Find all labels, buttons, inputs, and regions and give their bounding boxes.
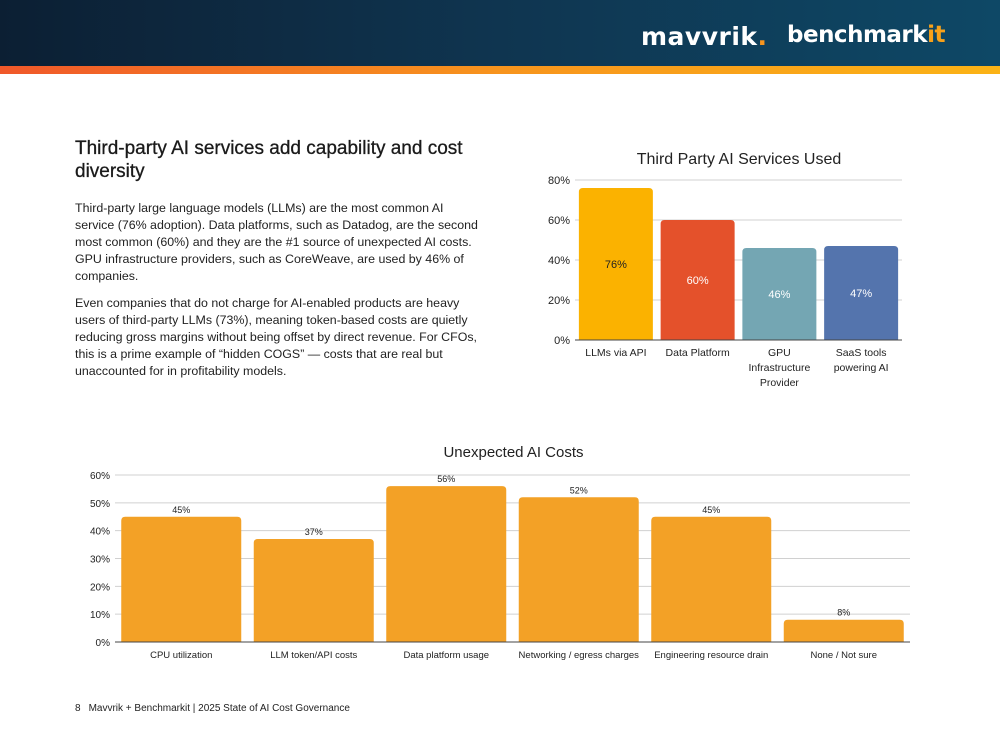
data-label: 56% <box>437 474 455 484</box>
y-tick-label: 0% <box>554 335 570 347</box>
x-tick-label: CPU utilization <box>150 650 212 661</box>
bar-1-4 <box>651 516 772 642</box>
chart2-title: Unexpected AI Costs <box>443 444 584 461</box>
data-label: 37% <box>305 527 323 537</box>
bar-1-3 <box>518 497 639 642</box>
paragraph-2: Even companies that do not charge for AI… <box>75 296 477 378</box>
x-tick-label: Provider <box>760 377 800 389</box>
bar-0-2 <box>742 248 817 340</box>
bar-0-3 <box>824 246 899 340</box>
x-tick-label: LLMs via API <box>585 347 646 359</box>
data-label: 52% <box>570 485 588 495</box>
y-tick-label: 40% <box>548 255 570 267</box>
mavvrik-logo: mavvrik. <box>641 22 768 51</box>
page-number: 8 <box>75 703 81 714</box>
x-tick-label: SaaS tools <box>836 347 887 359</box>
data-label: 45% <box>702 505 720 515</box>
bar-0-0 <box>578 188 653 340</box>
footer-text: Mavvrik + Benchmarkit | 2025 State of AI… <box>88 703 350 714</box>
x-tick-label: powering AI <box>834 362 889 374</box>
data-label: 47% <box>850 288 872 300</box>
y-tick-label: 20% <box>548 295 570 307</box>
x-tick-label: None / Not sure <box>810 650 877 661</box>
y-tick-label: 10% <box>90 610 110 621</box>
data-label: 46% <box>768 289 790 301</box>
y-tick-label: 60% <box>90 471 110 482</box>
data-label: 8% <box>837 608 850 618</box>
x-tick-label: LLM token/API costs <box>270 650 357 661</box>
y-tick-label: 80% <box>548 175 570 187</box>
bar-1-2 <box>386 486 507 642</box>
accent-stripe <box>0 66 1000 74</box>
bar-1-1 <box>253 539 374 642</box>
section-title: Third-party AI services add capability a… <box>75 138 463 182</box>
data-label: 76% <box>605 259 627 271</box>
bar-0-1 <box>660 220 735 340</box>
x-tick-label: Engineering resource drain <box>654 650 768 661</box>
y-tick-label: 60% <box>548 215 570 227</box>
bar-1-5 <box>783 619 904 642</box>
y-tick-label: 50% <box>90 499 110 510</box>
x-tick-label: GPU <box>768 347 791 359</box>
y-tick-label: 0% <box>96 638 111 649</box>
footer: 8 Mavvrik + Benchmarkit | 2025 State of A… <box>75 703 358 714</box>
header-banner: mavvrik. benchmarkit <box>0 0 1000 66</box>
y-tick-label: 20% <box>90 582 110 593</box>
x-tick-label: Infrastructure <box>748 362 810 374</box>
x-tick-label: Networking / egress charges <box>519 650 640 661</box>
data-label: 60% <box>687 275 709 287</box>
chart1-title: Third Party AI Services Used <box>636 151 842 168</box>
paragraph-1: Third-party large language models (LLMs)… <box>75 201 478 283</box>
benchmarkit-logo: benchmarkit <box>787 22 945 48</box>
data-label: 45% <box>172 505 190 515</box>
bar-1-0 <box>121 516 242 642</box>
y-tick-label: 30% <box>90 555 110 566</box>
y-tick-label: 40% <box>90 527 110 538</box>
x-tick-label: Data platform usage <box>403 650 489 661</box>
x-tick-label: Data Platform <box>666 347 730 359</box>
